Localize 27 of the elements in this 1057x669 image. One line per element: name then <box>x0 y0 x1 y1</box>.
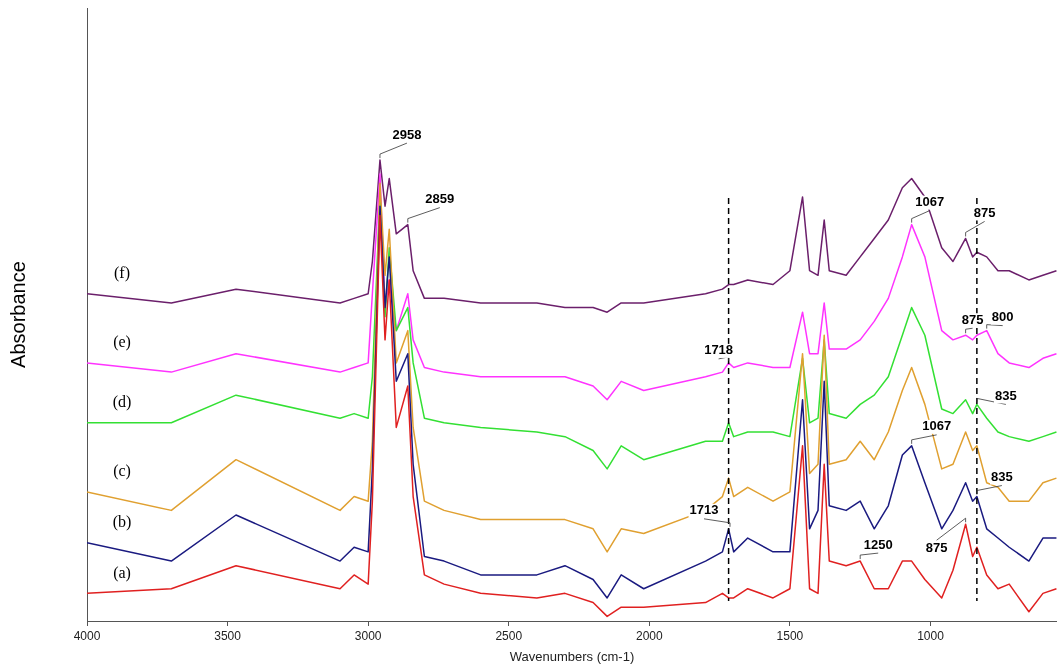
x-tick-label: 3500 <box>214 628 242 643</box>
x-tick-label: 1000 <box>917 628 945 643</box>
annotation: (c) <box>113 462 131 481</box>
annotation: 1067 <box>922 418 952 434</box>
annotation: (e) <box>113 333 131 352</box>
annotation: 1067 <box>915 194 945 210</box>
annotation: (b) <box>112 512 132 531</box>
annotation: 835 <box>991 469 1013 485</box>
annotation: 835 <box>995 387 1017 403</box>
annotation: 1250 <box>863 536 893 552</box>
x-tick-label: 4000 <box>73 628 101 643</box>
x-tick-label: 2000 <box>635 628 663 643</box>
annotation: 875 <box>961 311 984 327</box>
annotation: 875 <box>925 539 948 555</box>
x-tick-label: 1500 <box>776 628 804 643</box>
annotation: 2859 <box>425 191 455 207</box>
annotation: 800 <box>991 309 1014 325</box>
x-axis-title: Wavenumbers (cm-1) <box>509 648 635 664</box>
y-axis-title: Absorbance <box>6 261 29 368</box>
annotation: 1718 <box>704 342 734 358</box>
x-tick-label: 3000 <box>354 628 382 643</box>
annotation: (d) <box>112 393 132 412</box>
annotation: (f) <box>114 263 130 282</box>
annotation: 875 <box>973 205 996 221</box>
annotation: 2958 <box>392 126 422 142</box>
annotation: (a) <box>113 563 131 582</box>
x-tick-label: 2500 <box>495 628 523 643</box>
